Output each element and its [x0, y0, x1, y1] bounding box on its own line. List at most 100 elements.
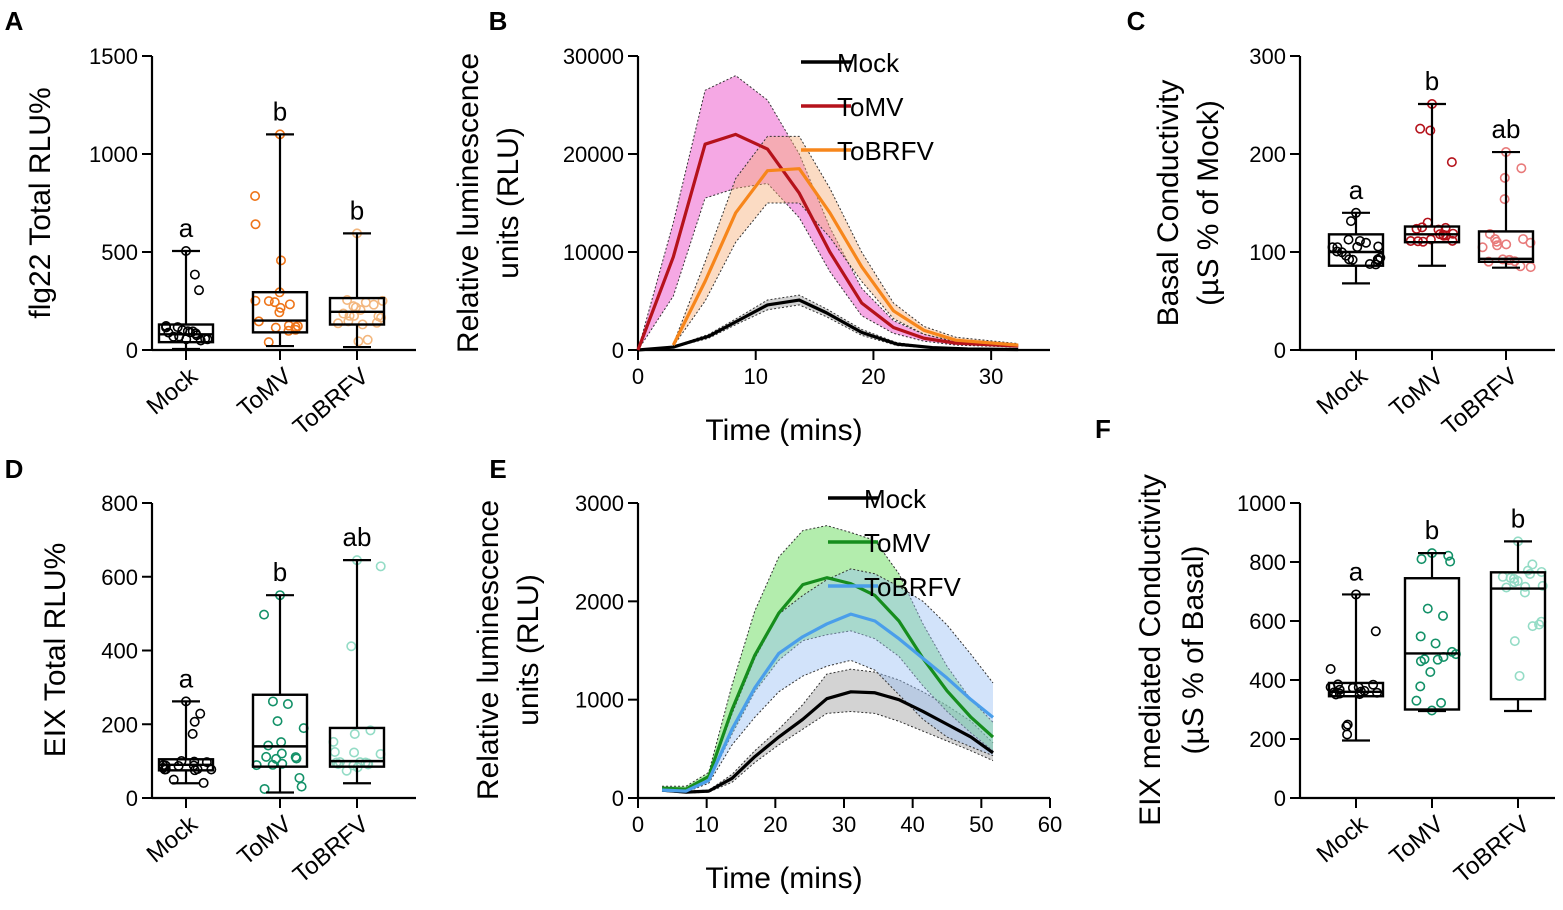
x-category-label: ToBRFV [1449, 811, 1535, 889]
data-point [1518, 234, 1529, 245]
data-point [274, 307, 285, 318]
data-point [1325, 663, 1336, 674]
y-tick-label: 200 [1249, 142, 1286, 167]
y-tick-label: 1500 [89, 44, 138, 69]
data-point [1522, 565, 1533, 576]
x-axis-label: Time (mins) [705, 414, 862, 447]
y-tick-label: 0 [612, 786, 624, 811]
data-point [276, 748, 287, 759]
data-point [259, 609, 270, 620]
data-point [1514, 670, 1525, 681]
y-axis-label: units (RLU) [512, 574, 545, 726]
data-point [1432, 654, 1443, 665]
x-category-label: Mock [1312, 810, 1374, 868]
panel-letter: E [489, 454, 506, 484]
panel-a: A 0 500 1000 1500 flg22 Total RLU% Mock a ToMV b T… [5, 6, 416, 441]
data-point [261, 751, 272, 762]
data-point [1347, 254, 1358, 265]
data-point [1361, 237, 1372, 248]
legend-label: Mock [864, 484, 927, 514]
data-point [333, 759, 344, 770]
significance-letter: a [1349, 175, 1364, 205]
significance-letter: b [1425, 515, 1439, 545]
x-category-label: ToMV [1384, 363, 1448, 423]
data-point [1499, 172, 1510, 183]
x-tick-label: 40 [900, 812, 924, 837]
data-point [291, 753, 302, 764]
data-point [267, 696, 278, 707]
data-point [195, 335, 206, 346]
x-axis-label: Time (mins) [705, 862, 862, 895]
y-tick-label: 1000 [1237, 491, 1286, 516]
y-tick-label: 400 [101, 639, 138, 664]
data-point [250, 191, 261, 202]
panel-e: E 0 1000 2000 3000 Relative luminescence units… [472, 454, 1062, 895]
data-point [1425, 125, 1436, 136]
data-point [1436, 697, 1447, 708]
band-upper-edge [662, 525, 994, 787]
data-point [276, 737, 287, 748]
panel-letter: C [1127, 6, 1146, 36]
data-point [168, 331, 179, 342]
data-point [353, 336, 364, 347]
data-point [1537, 580, 1548, 591]
data-point [1332, 679, 1343, 690]
data-point [1375, 252, 1386, 263]
y-tick-label: 1000 [575, 688, 624, 713]
data-point [1490, 234, 1501, 245]
panel-d: D 0 200 400 600 800 EIX Total RLU% Mock a ToMV b To… [5, 454, 416, 889]
series-line-mock [661, 690, 994, 794]
y-tick-label: 0 [126, 786, 138, 811]
y-tick-label: 0 [1274, 786, 1286, 811]
band-lower-edge [661, 710, 994, 794]
x-category-label: ToBRFV [1437, 363, 1523, 441]
data-point [250, 219, 261, 230]
data-point [296, 781, 307, 792]
significance-letter: b [1425, 66, 1439, 96]
panel-letter: A [5, 6, 24, 36]
data-point [1345, 216, 1356, 227]
data-point [1443, 550, 1454, 561]
box [1403, 577, 1461, 711]
data-point [1447, 235, 1458, 246]
y-tick-label: 800 [1249, 550, 1286, 575]
band-upper-edge [661, 668, 994, 792]
data-point [1499, 194, 1510, 205]
data-point [189, 269, 200, 280]
data-point [342, 294, 353, 305]
y-tick-label: 20000 [563, 142, 624, 167]
y-tick-label: 1000 [89, 142, 138, 167]
data-point [1334, 684, 1345, 695]
y-tick-label: 500 [101, 240, 138, 265]
x-category-label: Mock [1312, 362, 1374, 420]
data-point [269, 297, 280, 308]
data-point [270, 322, 281, 333]
y-axis-label: Basal Conductivity [1152, 80, 1185, 327]
y-tick-label: 0 [126, 338, 138, 363]
series-line-mock [637, 298, 1019, 352]
y-axis-label: (µS % of Basal) [1177, 545, 1210, 754]
series-line-tomv [661, 576, 995, 791]
data-point [333, 318, 344, 329]
box [1327, 233, 1385, 267]
data-point [329, 746, 340, 757]
x-tick-label: 0 [632, 812, 644, 837]
legend-label: ToBRFV [864, 572, 961, 602]
y-tick-label: 0 [1274, 338, 1286, 363]
y-tick-label: 400 [1249, 668, 1286, 693]
x-tick-label: 10 [743, 364, 767, 389]
data-point [195, 708, 206, 719]
x-tick-label: 20 [861, 364, 885, 389]
series-line-tobrfv [661, 612, 995, 793]
data-point [1484, 229, 1495, 240]
significance-letter: b [273, 557, 287, 587]
data-point [1373, 241, 1384, 252]
error-band-tomv [638, 75, 1019, 350]
y-axis-label: flg22 Total RLU% [24, 87, 57, 318]
significance-letter: a [1349, 556, 1364, 586]
data-point [1415, 681, 1426, 692]
data-point [346, 641, 357, 652]
x-category-label: Mock [142, 362, 204, 420]
data-point [259, 783, 270, 794]
data-point [365, 725, 376, 736]
